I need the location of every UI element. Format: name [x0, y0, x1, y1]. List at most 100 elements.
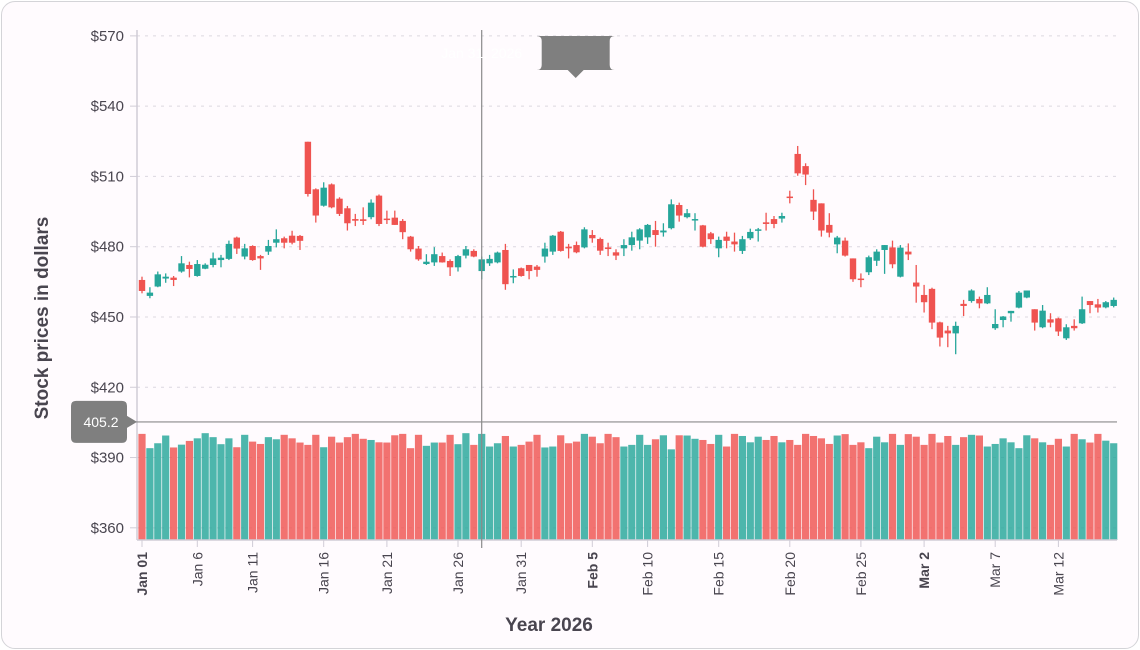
candle [707, 231, 714, 244]
volume-bar [967, 434, 976, 540]
volume-bar [944, 435, 952, 540]
x-tick-label: Jan 01 [134, 552, 150, 596]
candle-body [273, 239, 280, 243]
candle-body [770, 219, 778, 224]
candle-body [581, 229, 588, 248]
volume-bar [367, 439, 375, 540]
candle-body [265, 245, 272, 252]
candle-body [328, 184, 335, 208]
candle-body [454, 256, 462, 268]
volume-bar [730, 433, 739, 540]
x-crosshair-label: Jan 31, 2026 [441, 45, 522, 61]
candle [604, 242, 612, 257]
volume-bar [462, 433, 470, 540]
x-tick-label: Mar 2 [916, 552, 932, 589]
candle [976, 296, 983, 309]
candle-body [296, 235, 304, 241]
candle [1078, 296, 1086, 325]
candle-body [431, 254, 438, 263]
candle [470, 249, 477, 258]
candle [336, 197, 343, 217]
candle-body [762, 222, 770, 224]
candle-body [968, 290, 975, 302]
candle [786, 190, 793, 204]
candle [1007, 310, 1015, 322]
candle [913, 264, 920, 303]
candle-body [960, 303, 967, 306]
volume-bar [707, 443, 715, 540]
candle-body [304, 141, 312, 194]
candle [652, 220, 659, 247]
volume-bar [691, 438, 699, 540]
candle [296, 234, 304, 250]
candle-body [249, 245, 256, 261]
volume-bar [375, 442, 383, 540]
volume-bar [928, 433, 936, 540]
candle [320, 182, 327, 207]
candle-body [913, 282, 920, 287]
volume-bar [233, 447, 241, 540]
candle [565, 243, 572, 259]
volume-bar [399, 433, 407, 540]
volume-bar [280, 434, 288, 540]
x-tick-label: Feb 10 [640, 552, 656, 596]
candle [217, 254, 225, 268]
candle [1023, 290, 1030, 299]
volume-bar [754, 436, 762, 540]
candle [454, 254, 462, 272]
candle-body [747, 231, 754, 239]
candle-body [841, 240, 849, 256]
volume-bar [486, 446, 494, 540]
volume-bar [446, 434, 454, 540]
candles [138, 141, 1117, 355]
candle [446, 259, 454, 276]
candle [770, 216, 778, 229]
candle-body [936, 322, 944, 338]
candle-body [723, 236, 730, 241]
volume-bar [715, 434, 723, 540]
candle-body [470, 250, 477, 257]
volume-bar [873, 436, 881, 540]
candle-body [423, 261, 430, 265]
candle [170, 275, 177, 287]
candle-body [699, 225, 707, 247]
y-tick-label: $510 [91, 168, 124, 185]
crosshair: 405.2 Jan 31, 2026 [71, 30, 1117, 548]
candle-body [778, 216, 786, 219]
candle-body [715, 239, 722, 249]
candle-body [233, 237, 240, 249]
volume-bar [636, 434, 644, 540]
candle [723, 231, 730, 249]
candle [841, 237, 849, 257]
candle-body [391, 217, 398, 225]
volume-bar [1039, 442, 1047, 540]
volume-bar [865, 448, 873, 540]
volume-bars [138, 433, 1118, 540]
candle [794, 145, 801, 176]
candle-body [367, 202, 375, 218]
candle [999, 316, 1007, 328]
x-tick-label: Jan 11 [245, 552, 261, 593]
candle-body [928, 288, 936, 323]
volume-bar [960, 437, 968, 540]
candle-body [810, 199, 817, 212]
volume-bar [1015, 448, 1023, 540]
candle [502, 243, 509, 290]
candle-body [202, 264, 209, 269]
x-axis-ticks: Jan 01 Jan 6 Jan 11 Jan 16 Jan 21 Jan 26 Jan 3… [134, 540, 1066, 596]
candle [186, 261, 193, 278]
x-axis-title: Year 2026 [505, 615, 593, 636]
candle [1055, 317, 1062, 336]
candle [1031, 309, 1038, 331]
candle [905, 243, 912, 261]
candle [952, 321, 959, 355]
candle [597, 237, 604, 255]
candle-body [154, 274, 161, 287]
candle [644, 223, 651, 244]
volume-bar [596, 443, 604, 540]
volume-bar [762, 439, 770, 540]
candle-body [755, 229, 762, 231]
candle [936, 321, 944, 347]
